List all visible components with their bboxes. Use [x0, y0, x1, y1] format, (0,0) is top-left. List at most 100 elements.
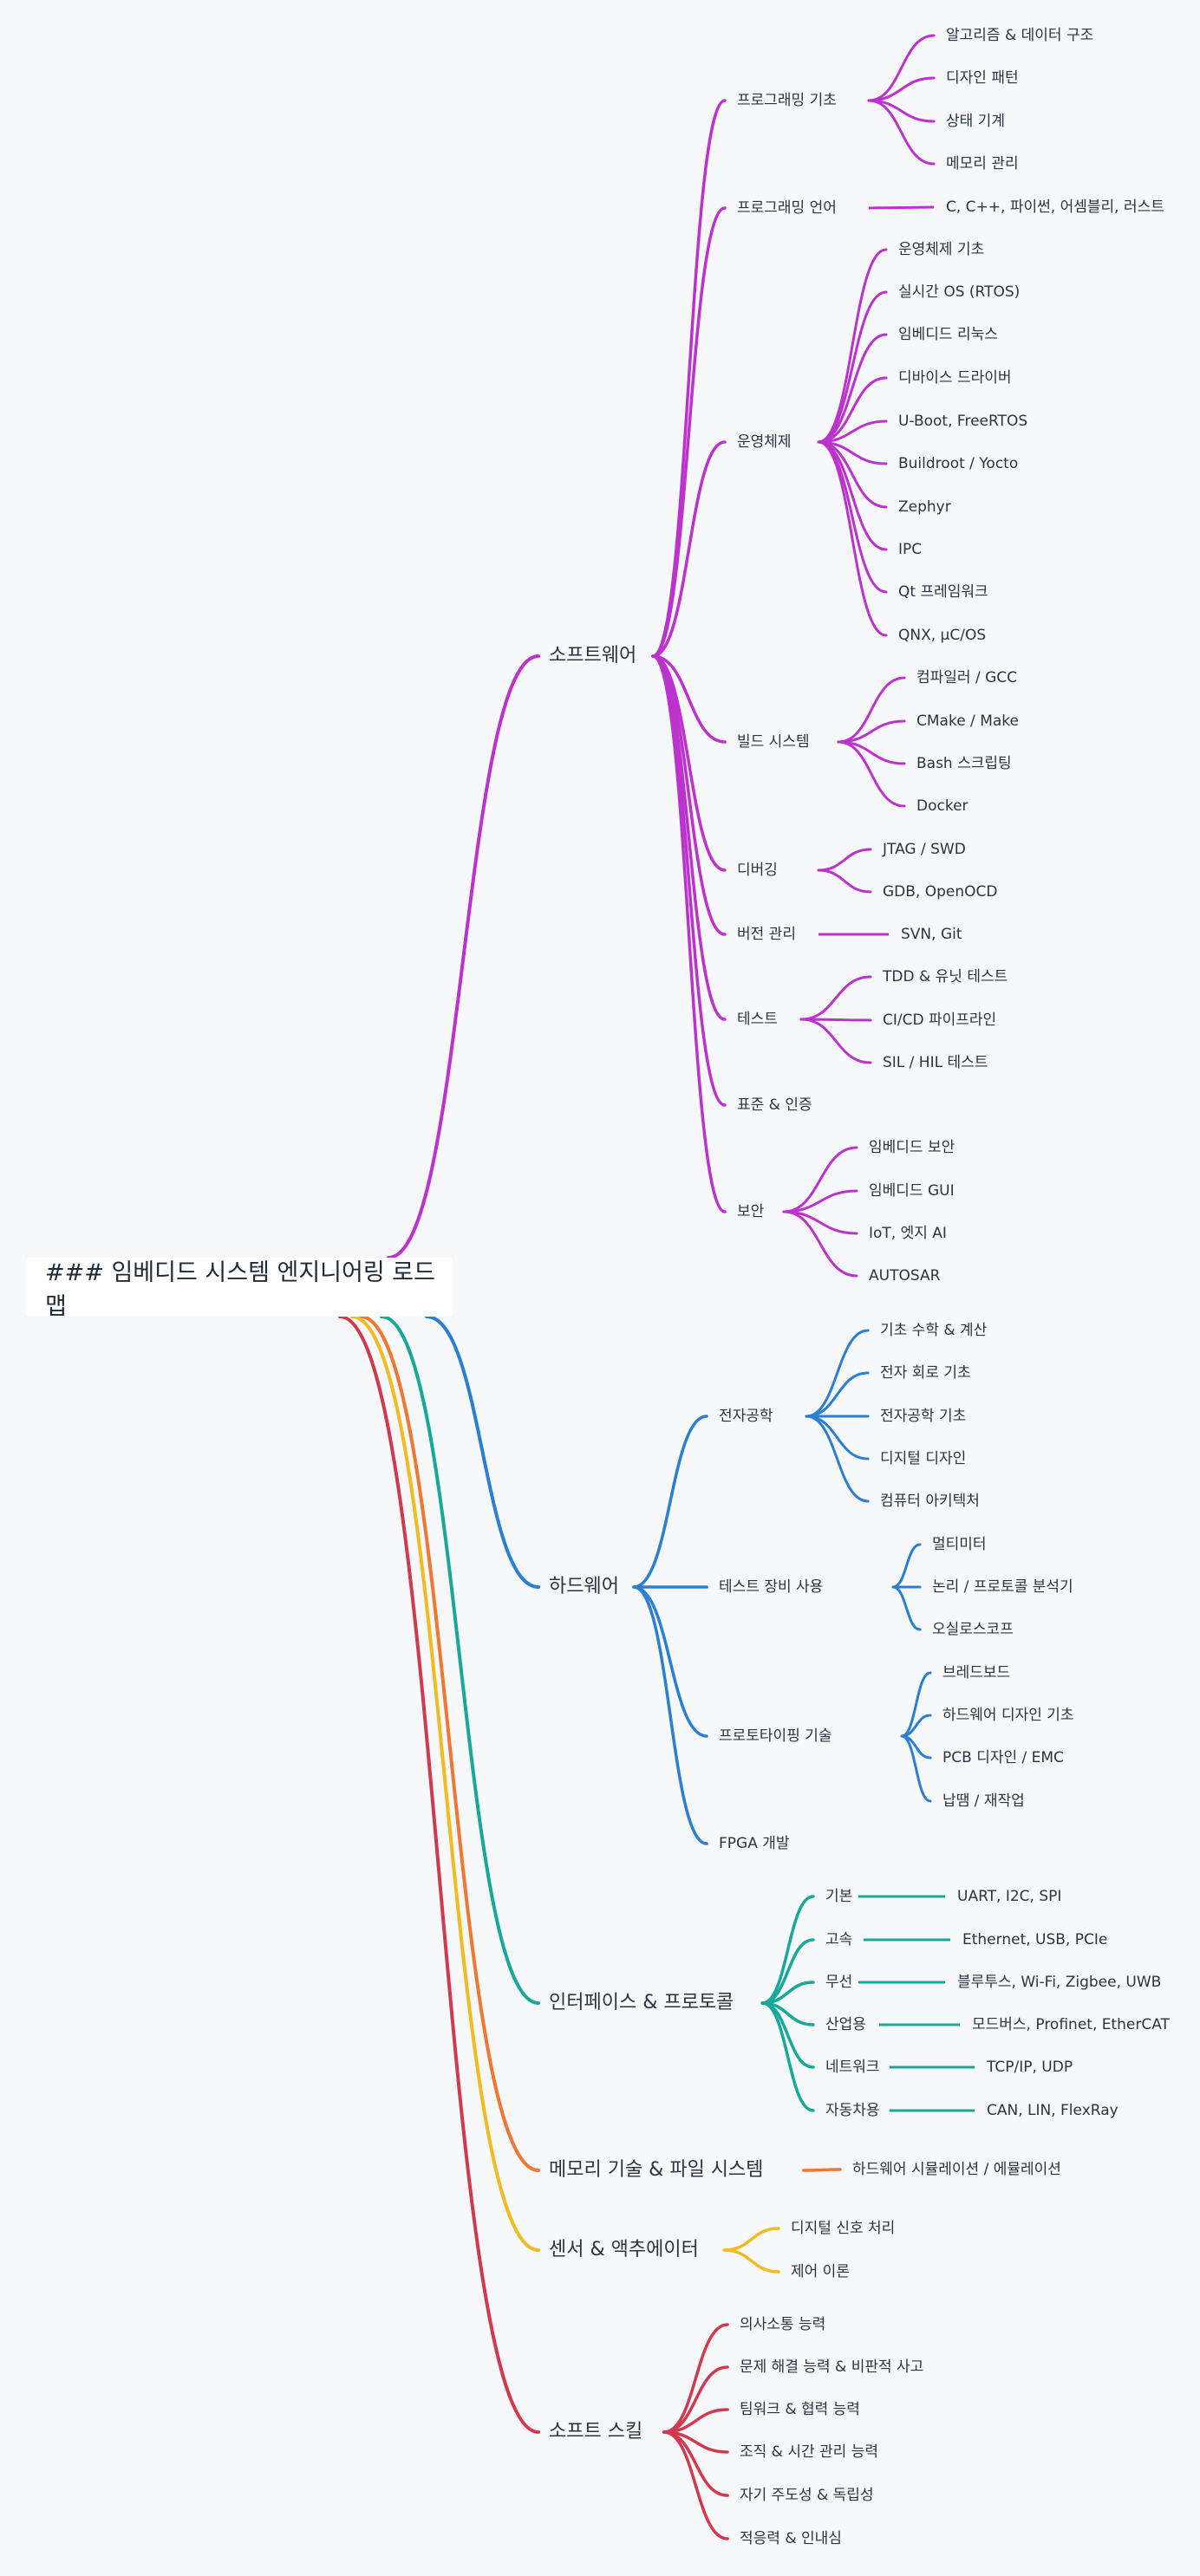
leaf-connector — [900, 1734, 932, 1803]
sub-branch-connector — [662, 2323, 729, 2434]
leaf-connector — [837, 676, 906, 744]
sub-branch-label: 자동차용 — [825, 2102, 880, 2119]
leaf-label: Buildroot / Yocto — [898, 455, 1018, 472]
sub-branch-connector — [651, 654, 727, 1107]
leaf-connector — [817, 420, 888, 444]
leaf-label: 전자공학 기초 — [880, 1408, 966, 1425]
leaf-connector — [868, 205, 935, 210]
sub-branch-label: 운영체제 — [737, 433, 792, 451]
leaf-label: 임베디드 보안 — [869, 1139, 955, 1156]
leaf-label: Zephyr — [898, 498, 951, 516]
leaf-label: SIL / HIL 테스트 — [883, 1054, 988, 1071]
sub-branch-label: 테스트 — [737, 1011, 778, 1028]
sub-branch-label: 문제 해결 능력 & 비판적 사고 — [740, 2358, 923, 2376]
sub-branch-label: 조직 & 시간 관리 능력 — [740, 2443, 878, 2461]
branch-label: 소프트 스킬 — [549, 2421, 642, 2443]
leaf-connector — [867, 34, 936, 102]
sub-branch-label: 디버깅 — [737, 862, 778, 879]
leaf-connector — [891, 1585, 922, 1631]
leaf-label: Qt 프레임워크 — [898, 583, 988, 601]
leaf-connector — [817, 333, 888, 444]
leaf-label: 디지털 디자인 — [880, 1450, 966, 1467]
sub-branch-label: FPGA 개발 — [719, 1835, 790, 1852]
leaf-label: 기초 수학 & 계산 — [880, 1322, 988, 1339]
leaf-label: CMake / Make — [916, 712, 1019, 730]
leaf-label: 멀티미터 — [932, 1536, 987, 1553]
sub-branch-connector — [651, 440, 727, 658]
sub-branch-label: 프로그래밍 언어 — [737, 199, 837, 217]
leaf-label: 전자 회로 기초 — [880, 1364, 971, 1382]
sub-branch-label: 전자공학 — [719, 1408, 773, 1425]
leaf-label: QNX, μC/OS — [898, 627, 986, 644]
leaf-label: Docker — [916, 797, 968, 815]
leaf-label: Bash 스크립팅 — [916, 755, 1012, 772]
sub-branch-connector — [662, 2430, 729, 2540]
leaf-connector — [817, 440, 888, 637]
leaf-label: SVN, Git — [901, 926, 962, 943]
root-node: ### 임베디드 시스템 엔지니어링 로드맵 — [26, 1258, 453, 1320]
leaf-label: JTAG / SWD — [882, 841, 966, 858]
branch-connector — [387, 654, 540, 1259]
sub-branch-label: 기본 — [825, 1888, 852, 1905]
connector-lines — [338, 34, 975, 2540]
sub-branch-connector — [651, 99, 727, 658]
leaf-label: TDD & 유닛 테스트 — [882, 968, 1008, 986]
sub-branch-connector — [760, 1895, 815, 2005]
branch-connector — [338, 1315, 540, 2434]
leaf-label: CAN, LIN, FlexRay — [987, 2102, 1118, 2119]
leaf-connector — [805, 1415, 870, 1460]
leaf-label: 오실로스코프 — [932, 1621, 1014, 1638]
branch-connector — [359, 1315, 540, 2172]
sub-branch-connector — [651, 654, 727, 1213]
leaf-connector — [891, 1543, 922, 1589]
leaf-label: 하드웨어 디자인 기초 — [942, 1707, 1074, 1724]
sub-branch-label: 자기 주도성 & 독립성 — [740, 2487, 874, 2504]
leaf-label: 논리 / 프로토콜 분석기 — [932, 1578, 1073, 1596]
leaf-connector — [782, 1146, 858, 1213]
sub-branch-label: 빌드 시스템 — [737, 733, 810, 751]
sub-branch-label: 의사소통 능력 — [740, 2316, 825, 2333]
sub-branch-connector — [651, 654, 727, 1021]
leaf-connector — [867, 76, 936, 102]
leaf-label: 브레드보드 — [942, 1664, 1010, 1682]
sub-branch-label: 버전 관리 — [737, 926, 796, 943]
leaf-connector — [817, 868, 872, 894]
branch-label: 소프트웨어 — [549, 645, 636, 667]
leaf-label: 컴파일러 / GCC — [916, 669, 1017, 686]
root-title: ### 임베디드 시스템 엔지니어링 로드맵 — [45, 1259, 435, 1320]
sub-branch-connector — [651, 654, 727, 744]
leaf-label: UART, I2C, SPI — [957, 1888, 1061, 1905]
leaf-connector — [805, 1371, 870, 1418]
sub-branch-label: 보안 — [737, 1203, 765, 1220]
sub-branch-label: 디지털 신호 처리 — [791, 2220, 895, 2237]
sub-branch-label: 제어 이론 — [791, 2263, 850, 2280]
sub-branch-label: 표준 & 인증 — [737, 1096, 812, 1114]
branch-label: 인터페이스 & 프로토콜 — [549, 1992, 734, 2013]
leaf-label: Ethernet, USB, PCIe — [962, 1931, 1107, 1948]
leaf-label: 임베디드 리눅스 — [898, 326, 998, 343]
leaf-label: 컴퓨터 아키텍처 — [880, 1493, 980, 1510]
leaf-label: 디자인 패턴 — [946, 69, 1019, 87]
leaf-connector — [782, 1210, 858, 1278]
sub-branch-label: 고속 — [825, 1931, 852, 1948]
leaf-label: 임베디드 GUI — [869, 1182, 955, 1200]
sub-branch-label: 테스트 장비 사용 — [719, 1578, 823, 1596]
leaf-label: TCP/IP, UDP — [986, 2059, 1073, 2076]
sub-branch-label: 팀워크 & 협력 능력 — [740, 2401, 860, 2418]
sub-branch-connector — [722, 2248, 780, 2274]
leaf-label: 모드버스, Profinet, EtherCAT — [972, 2016, 1171, 2033]
leaf-label: 납땜 / 재작업 — [942, 1792, 1025, 1810]
leaf-label: CI/CD 파이프라인 — [883, 1012, 996, 1029]
leaf-label: U-Boot, FreeRTOS — [898, 413, 1027, 430]
branch-label: 메모리 기술 & 파일 시스템 — [549, 2159, 764, 2181]
sub-branch-connector — [651, 206, 727, 658]
sub-branch-connector — [802, 2168, 842, 2172]
branch-label: 하드웨어 — [549, 1576, 619, 1597]
leaf-connector — [805, 1329, 870, 1418]
sub-branch-connector — [632, 1415, 708, 1589]
leaf-label: IPC — [898, 541, 922, 558]
leaf-label: 상태 기계 — [946, 113, 1005, 130]
leaf-connector — [817, 440, 888, 594]
